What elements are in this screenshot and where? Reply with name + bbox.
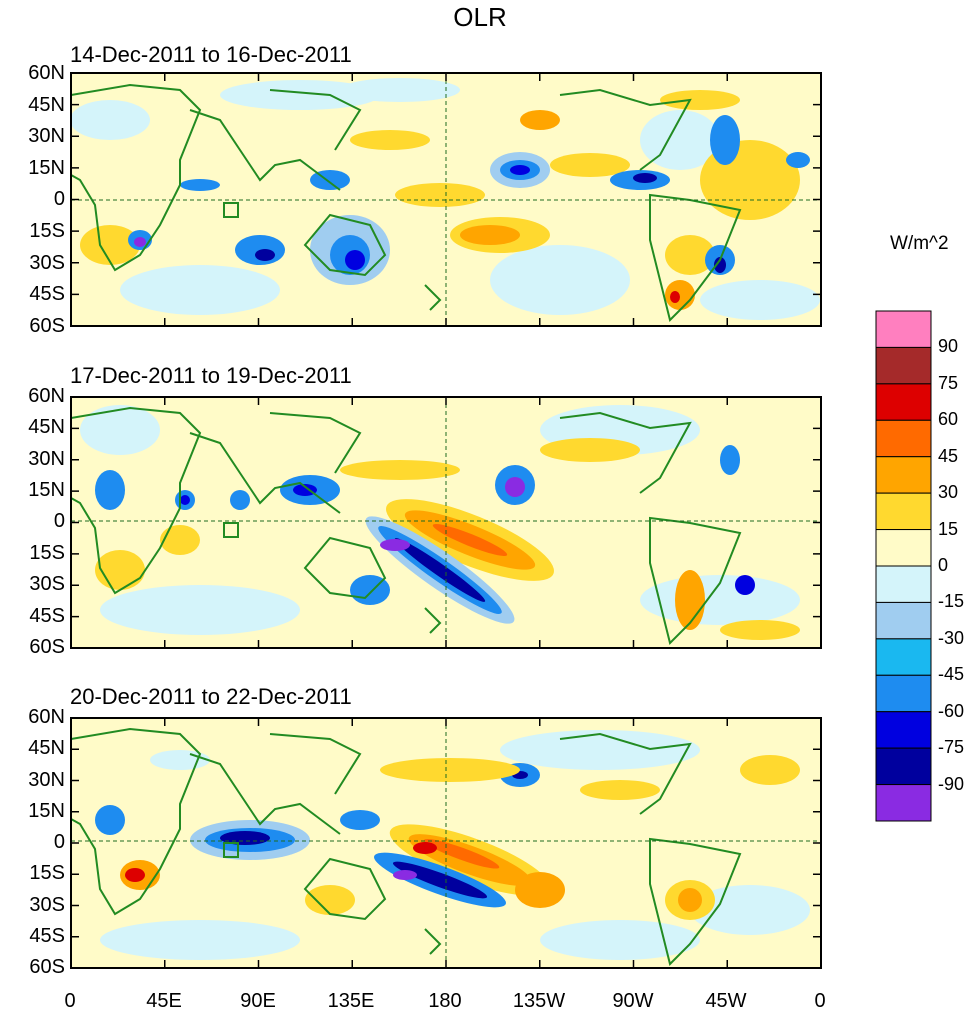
colorbar-tick-label: -90 [938, 773, 965, 794]
colorbar-swatch [875, 419, 932, 458]
colorbar-tick-label: -75 [938, 737, 965, 758]
colorbar-tick-label: -60 [938, 700, 965, 721]
colorbar-tick-label: 60 [938, 409, 959, 430]
lat-tick-label: 60S [29, 636, 65, 658]
panel-1-coastlines [71, 83, 742, 322]
lat-tick-label: 0 [53, 831, 65, 853]
lon-tick-label: 180 [428, 990, 462, 1012]
colorbar-swatch [875, 456, 932, 494]
colorbar-units-label: W/m^2 [890, 233, 949, 254]
reference-lines [71, 73, 821, 968]
lat-tick-label: 0 [53, 510, 65, 532]
lat-tick-label: 30N [28, 125, 65, 147]
lat-tick-label: 15N [28, 157, 65, 179]
lat-tick-label: 15N [28, 800, 65, 822]
colorbar-swatch [875, 747, 932, 786]
lon-tick-label: 90E [240, 990, 276, 1012]
lat-tick-label: 45N [28, 94, 65, 116]
colorbar-swatch [875, 711, 932, 749]
lat-tick-label: 30S [29, 894, 65, 916]
colorbar-tick-label: 75 [938, 372, 959, 393]
lat-tick-label: 45S [29, 283, 65, 305]
colorbar-tick-label: -30 [938, 627, 965, 648]
colorbar-swatch [875, 565, 932, 603]
colorbar-tick-label: -15 [938, 591, 965, 612]
panel-1-title: 14-Dec-2011 to 16-Dec-2011 [70, 42, 352, 67]
colorbar-tick-label: 90 [938, 336, 959, 357]
coastlines [71, 83, 742, 966]
colorbar-tick-label: 45 [938, 445, 959, 466]
lon-tick-label: 90W [612, 990, 654, 1012]
lon-tick-label: 135E [327, 990, 375, 1012]
lat-tick-label: 45N [28, 416, 65, 438]
lon-tick-label: 45W [705, 990, 747, 1012]
colorbar-swatch [875, 492, 932, 531]
lat-tick-label: 30S [29, 252, 65, 274]
lat-tick-label: 45S [29, 605, 65, 627]
lat-tick-label: 60N [28, 706, 65, 728]
panel-3-map [71, 718, 821, 968]
lat-tick-label: 60N [28, 385, 65, 407]
colorbar-tick-label: 0 [938, 555, 949, 575]
lat-tick-label: 30N [28, 769, 65, 791]
lat-tick-label: 60N [28, 62, 65, 84]
colorbar-swatch [875, 529, 932, 567]
colorbar-swatch [875, 638, 932, 676]
lon-tick-label: 0 [814, 990, 826, 1012]
lat-tick-label: 0 [53, 188, 65, 210]
lat-tick-label: 60S [29, 315, 65, 337]
lon-tick-label: 0 [64, 990, 76, 1012]
lat-tick-label: 30N [28, 448, 65, 470]
lat-tick-label: 15S [29, 220, 65, 242]
panel-3-coastlines [71, 727, 742, 966]
lat-tick-label: 60S [29, 956, 65, 978]
colorbar-swatch [875, 346, 932, 385]
panel-3-title: 20-Dec-2011 to 22-Dec-2011 [70, 684, 352, 709]
lat-tick-label: 15S [29, 542, 65, 564]
colorbar-swatch [875, 310, 932, 348]
lat-tick-label: 15S [29, 862, 65, 884]
lon-tick-label: 135W [512, 990, 566, 1012]
colorbar-tick-label: -45 [938, 664, 965, 685]
panel-2-map [71, 397, 821, 648]
colorbar-tick-label: 30 [938, 482, 959, 503]
lat-tick-label: 45S [29, 925, 65, 947]
colorbar-swatch [875, 383, 932, 421]
colorbar-swatch [875, 674, 932, 713]
lon-tick-label: 45E [146, 990, 182, 1012]
panel-2-title: 17-Dec-2011 to 19-Dec-2011 [70, 363, 352, 388]
colorbar [875, 310, 932, 822]
colorbar-swatch [875, 601, 932, 640]
panel-2-coastlines [71, 406, 742, 645]
lat-tick-label: 30S [29, 573, 65, 595]
colorbar-swatch [875, 784, 932, 822]
lat-tick-label: 15N [28, 479, 65, 501]
colorbar-tick-label: 15 [938, 518, 959, 539]
lat-tick-label: 45N [28, 737, 65, 759]
axis-ticks [70, 72, 822, 969]
page-title: OLR [453, 2, 507, 32]
